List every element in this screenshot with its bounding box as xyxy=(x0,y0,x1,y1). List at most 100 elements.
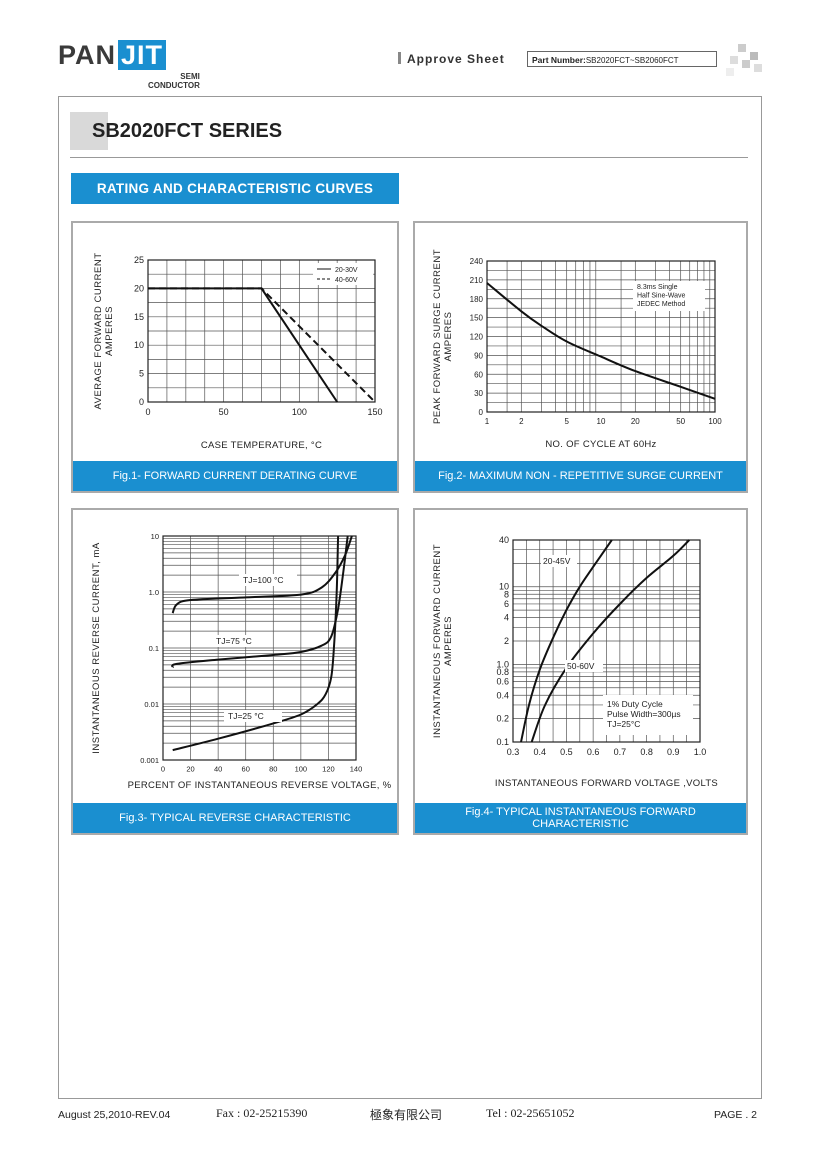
fig3-panel: 0 20 40 60 80 100 120 140 0.001 0.01 0.1 1.0 10 PERCE… xyxy=(71,508,399,835)
y-tick-label: 180 xyxy=(470,295,484,304)
series-line-1 xyxy=(520,539,613,743)
approve-sheet-text: Approve Sheet xyxy=(407,52,505,66)
y-tick-label: 1.0 xyxy=(496,659,509,669)
x-tick-label: 0.6 xyxy=(587,747,600,757)
footer-page: PAGE . 2 xyxy=(714,1109,757,1121)
part-number-value: SB2020FCT~SB2060FCT xyxy=(585,56,679,65)
part-number-box: Part Number:SB2020FCT~SB2060FCT xyxy=(527,51,717,67)
part-number-label: Part Number: xyxy=(532,55,586,65)
annotation-line: JEDEC Method xyxy=(637,301,685,308)
title-accent-square xyxy=(70,112,108,150)
content-frame xyxy=(58,96,762,1099)
series-line-1 xyxy=(486,282,716,400)
x-tick-label: 0 xyxy=(145,407,150,417)
x-tick-label: 150 xyxy=(367,407,382,417)
y-axis-label: AMPERES xyxy=(104,306,115,356)
y-tick-label: 0.2 xyxy=(496,714,509,724)
page-title: SB2020FCT SERIES xyxy=(92,120,283,142)
y-tick-label: 0.1 xyxy=(496,737,509,747)
y-axis-label: AVERAGE FORWARD CURRENT xyxy=(93,252,104,409)
y-tick-label: 210 xyxy=(470,276,484,285)
x-tick-label: 0.9 xyxy=(667,747,680,757)
fig4-caption: Fig.4- TYPICAL INSTANTANEOUS FORWARD CHA… xyxy=(415,803,746,833)
y-axis-label: PEAK FORWARD SURGE CURRENT xyxy=(432,249,443,424)
x-axis-label: INSTANTANEOUS FORWARD VOLTAGE ,VOLTS xyxy=(495,778,718,789)
x-tick-label: 0.5 xyxy=(560,747,573,757)
plot-frame xyxy=(162,535,357,761)
y-tick-label: 25 xyxy=(134,255,144,265)
x-tick-label: 10 xyxy=(597,417,606,426)
legend-label-1: 20-30V xyxy=(335,267,358,274)
x-tick-label: 20 xyxy=(186,765,194,774)
legend-label-2: 40-60V xyxy=(335,277,358,284)
fig3-chart: 0 20 40 60 80 100 120 140 0.001 0.01 0.1 1.0 10 PERCE… xyxy=(91,532,391,791)
x-tick-label: 100 xyxy=(708,417,722,426)
fig4-chart: 0.3 0.4 0.5 0.6 0.7 0.8 0.9 1.00.10.20.40.60.81… xyxy=(432,535,718,789)
logo-subtitle: SEMI CONDUCTOR xyxy=(148,72,200,90)
plot-frame xyxy=(486,260,716,413)
x-tick-label: 1.0 xyxy=(694,747,707,757)
panjit-logo: PAN JIT xyxy=(58,40,167,71)
x-tick-label: 50 xyxy=(676,417,685,426)
plot-frame xyxy=(147,259,376,403)
y-axis-label: AMPERES xyxy=(443,616,454,666)
logo-pan-text: PAN xyxy=(58,40,117,70)
y-tick-label: 0 xyxy=(479,408,484,417)
series-label: TJ=25 °C xyxy=(228,711,264,721)
x-tick-label: 50 xyxy=(219,407,229,417)
y-tick-label: 0 xyxy=(139,397,144,407)
y-axis-label: AMPERES xyxy=(443,312,454,362)
fig1-chart: 0 50 100 150 0 5 10 15 20 25 CASE TEMPERATURE, °C A… xyxy=(93,252,383,451)
footer-company: 極象有限公司 xyxy=(370,1108,443,1122)
fig1-caption: Fig.1- FORWARD CURRENT DERATING CURVE xyxy=(73,461,397,491)
series-label-bg xyxy=(565,660,603,672)
fig4-panel: 0.3 0.4 0.5 0.6 0.7 0.8 0.9 1.0 0.1 0.2 0.4 0.6 0.8 1… xyxy=(413,508,748,835)
y-tick-label: 4 xyxy=(504,613,509,623)
y-axis-label: INSTANTANEOUS REVERSE CURRENT, mA xyxy=(91,542,102,754)
annotation-box xyxy=(633,281,705,311)
fig2-chart: 1 2 5 10 20 50 100 0 30 60 90 120 150 180 210 240 NO. OF… xyxy=(432,249,722,450)
y-tick-label: 6 xyxy=(504,599,509,609)
series-label-bg xyxy=(224,710,282,722)
y-tick-label: 0.01 xyxy=(144,700,159,709)
y-tick-label: 10 xyxy=(134,340,144,350)
logo-jit-text: JIT xyxy=(118,40,167,70)
y-tick-label: 0.6 xyxy=(496,677,509,687)
x-tick-label: 100 xyxy=(295,765,308,774)
checker-decoration-icon xyxy=(726,44,762,76)
y-tick-label: 1.0 xyxy=(149,588,159,597)
y-tick-label: 10 xyxy=(499,582,509,592)
x-tick-label: 2 xyxy=(519,417,524,426)
y-tick-label: 90 xyxy=(474,351,483,360)
x-tick-label: 20 xyxy=(631,417,640,426)
annotation-line: Half Sine-Wave xyxy=(637,293,685,300)
x-tick-label: 5 xyxy=(564,417,569,426)
series-line-1 xyxy=(171,535,353,614)
footer-tel: Tel : 02-25651052 xyxy=(486,1106,575,1120)
footer-fax: Fax : 02-25215390 xyxy=(216,1106,308,1120)
series-label: TJ=75 °C xyxy=(216,636,252,646)
y-tick-label: 60 xyxy=(474,370,483,379)
x-tick-label: 100 xyxy=(292,407,307,417)
x-tick-label: 80 xyxy=(269,765,277,774)
title-divider xyxy=(70,157,748,158)
annotation-box xyxy=(603,695,693,735)
y-axis-label: INSTANTANEOUS FORWARD CURRENT xyxy=(432,544,443,738)
annotation-line: Pulse Width=300µs xyxy=(607,709,681,719)
x-tick-label: 1 xyxy=(485,417,490,426)
series-line-2 xyxy=(148,287,376,403)
y-tick-label: 5 xyxy=(139,369,144,379)
fig2-caption: Fig.2- MAXIMUM NON - REPETITIVE SURGE CU… xyxy=(415,461,746,491)
x-tick-label: 0.3 xyxy=(507,747,520,757)
fig1-panel: 0 50 100 150 0 5 10 15 20 25 CASE TEMPERATURE, °C A… xyxy=(71,221,399,493)
section-title: RATING AND CHARACTERISTIC CURVES xyxy=(71,173,399,204)
y-tick-label: 0.1 xyxy=(149,644,159,653)
x-tick-label: 0.4 xyxy=(533,747,546,757)
annotation-line: TJ=25°C xyxy=(607,719,640,729)
fig2-panel: 1 2 5 10 20 50 100 0 30 60 90 120 150 180 210 240 NO. OF… xyxy=(413,221,748,493)
series-label: 20-45V xyxy=(543,556,571,566)
y-tick-label: 15 xyxy=(134,312,144,322)
y-tick-label: 120 xyxy=(470,333,484,342)
fig3-caption: Fig.3- TYPICAL REVERSE CHARACTERISTIC xyxy=(73,803,397,833)
x-axis-label: CASE TEMPERATURE, °C xyxy=(201,440,322,451)
